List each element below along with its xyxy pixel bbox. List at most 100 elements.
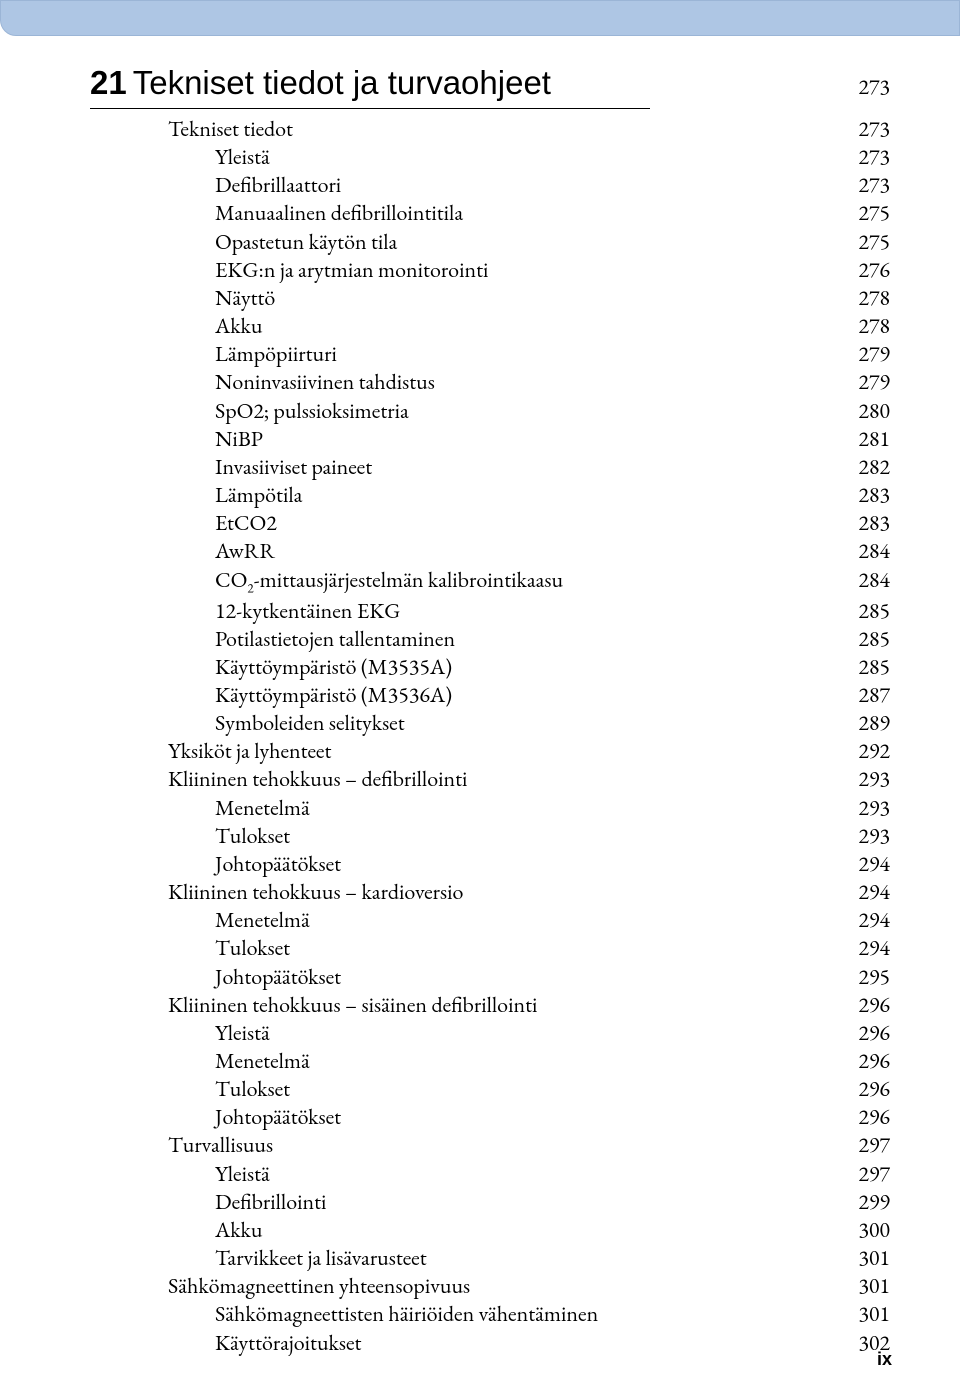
toc-entry-page: 296 xyxy=(858,1019,890,1047)
toc-entry-label: Käyttöympäristö (M3535A) xyxy=(90,653,452,681)
toc-entry: Tarvikkeet ja lisävarusteet301 xyxy=(90,1244,890,1272)
toc-entry-page: 284 xyxy=(858,537,890,565)
toc-entry-label: Sähkömagneettisten häiriöiden vähentämin… xyxy=(90,1300,598,1328)
toc-entry-page: 292 xyxy=(858,737,890,765)
toc-entry-label: Yleistä xyxy=(90,143,270,171)
heading-rule xyxy=(90,108,650,109)
toc-entry: Yleistä 297 xyxy=(90,1160,890,1188)
toc-entry-label: Menetelmä xyxy=(90,794,310,822)
toc-entry: Lämpötila283 xyxy=(90,481,890,509)
toc-entry-page: 275 xyxy=(858,228,890,256)
toc-entry: Johtopäätökset294 xyxy=(90,850,890,878)
toc-entry-page: 300 xyxy=(858,1216,890,1244)
toc-entry-label: Johtopäätökset xyxy=(90,963,341,991)
toc-entry-page: 296 xyxy=(858,1075,890,1103)
toc-entry-label: Käyttörajoitukset xyxy=(90,1329,361,1357)
toc-entry-page: 273 xyxy=(858,171,890,199)
chapter-title: Tekniset tiedot ja turvaohjeet xyxy=(133,64,853,102)
toc-entry-label: Symboleiden selitykset xyxy=(90,709,405,737)
toc-entry-label: EtCO2 xyxy=(90,509,277,537)
toc-entry-page: 296 xyxy=(858,1103,890,1131)
toc-entry-label: Lämpötila xyxy=(90,481,302,509)
toc-entry-page: 287 xyxy=(858,681,890,709)
toc-entry-page: 279 xyxy=(858,368,890,396)
toc-entry-label: Sähkömagneettinen yhteensopivuus xyxy=(90,1272,470,1300)
toc-entry: Kliininen tehokkuus – kardioversio 294 xyxy=(90,878,890,906)
toc-list: Tekniset tiedot273Yleistä273Defibrillaat… xyxy=(90,115,890,1357)
toc-entry: Kliininen tehokkuus – defibrillointi 293 xyxy=(90,765,890,793)
toc-entry-page: 284 xyxy=(858,566,890,594)
toc-entry-page: 294 xyxy=(858,906,890,934)
toc-entry-page: 294 xyxy=(858,878,890,906)
toc-entry-label: Kliininen tehokkuus – defibrillointi xyxy=(90,765,467,793)
toc-entry-label: Yleistä xyxy=(90,1019,270,1047)
toc-entry-label: Näyttö xyxy=(90,284,275,312)
toc-entry-label: Käyttöympäristö (M3536A) xyxy=(90,681,452,709)
toc-entry: Tulokset294 xyxy=(90,934,890,962)
toc-entry-label: Yksiköt ja lyhenteet xyxy=(90,737,331,765)
toc-entry-page: 301 xyxy=(858,1300,890,1328)
toc-entry-page: 299 xyxy=(858,1188,890,1216)
toc-entry: Näyttö 278 xyxy=(90,284,890,312)
toc-entry: Menetelmä294 xyxy=(90,906,890,934)
toc-entry: Defibrillaattori 273 xyxy=(90,171,890,199)
chapter-page: 273 xyxy=(858,72,890,101)
toc-entry-label: Tarvikkeet ja lisävarusteet xyxy=(90,1244,427,1272)
toc-entry: Akku 278 xyxy=(90,312,890,340)
toc-entry: CO2-mittausjärjestelmän kalibrointikaasu… xyxy=(90,566,890,597)
toc-entry: Lämpöpiirturi279 xyxy=(90,340,890,368)
toc-entry: Potilastietojen tallentaminen 285 xyxy=(90,625,890,653)
toc-entry-page: 285 xyxy=(858,625,890,653)
toc-entry-label: Kliininen tehokkuus – kardioversio xyxy=(90,878,463,906)
toc-entry: Opastetun käytön tila275 xyxy=(90,228,890,256)
toc-entry-label: Noninvasiivinen tahdistus xyxy=(90,368,435,396)
toc-entry-label: Akku xyxy=(90,312,262,340)
toc-entry-page: 297 xyxy=(858,1131,890,1159)
toc-entry: Sähkömagneettisten häiriöiden vähentämin… xyxy=(90,1300,890,1328)
toc-entry-label: SpO2; pulssioksimetria xyxy=(90,397,409,425)
toc-entry: Johtopäätökset 295 xyxy=(90,963,890,991)
toc-entry-page: 301 xyxy=(858,1272,890,1300)
toc-entry: 12-kytkentäinen EKG 285 xyxy=(90,597,890,625)
toc-entry-label: Johtopäätökset xyxy=(90,1103,341,1131)
toc-entry: EtCO2283 xyxy=(90,509,890,537)
toc-entry-label: Potilastietojen tallentaminen xyxy=(90,625,455,653)
toc-entry: Manuaalinen defibrillointitila275 xyxy=(90,199,890,227)
toc-entry: SpO2; pulssioksimetria280 xyxy=(90,397,890,425)
toc-entry: Invasiiviset paineet282 xyxy=(90,453,890,481)
toc-entry: Kliininen tehokkuus – sisäinen defibrill… xyxy=(90,991,890,1019)
toc-entry: NiBP281 xyxy=(90,425,890,453)
toc-entry-page: 296 xyxy=(858,1047,890,1075)
toc-entry-label: Defibrillointi xyxy=(90,1188,326,1216)
toc-entry-page: 293 xyxy=(858,765,890,793)
chapter-number: 21 xyxy=(90,64,127,102)
toc-entry-label: Manuaalinen defibrillointitila xyxy=(90,199,463,227)
toc-entry: Turvallisuus297 xyxy=(90,1131,890,1159)
toc-entry: Tulokset293 xyxy=(90,822,890,850)
toc-entry-label: Akku xyxy=(90,1216,262,1244)
toc-entry-page: 297 xyxy=(858,1160,890,1188)
toc-entry-label: Defibrillaattori xyxy=(90,171,341,199)
toc-entry-page: 278 xyxy=(858,312,890,340)
toc-entry-label: Invasiiviset paineet xyxy=(90,453,372,481)
toc-entry-label: Yleistä xyxy=(90,1160,270,1188)
toc-entry-label: 12-kytkentäinen EKG xyxy=(90,597,400,625)
toc-entry-page: 285 xyxy=(858,597,890,625)
toc-entry: Johtopäätökset 296 xyxy=(90,1103,890,1131)
toc-entry-label: Tulokset xyxy=(90,934,290,962)
toc-entry: Tulokset296 xyxy=(90,1075,890,1103)
toc-entry-label: EKG:n ja arytmian monitorointi xyxy=(90,256,488,284)
toc-entry-page: 295 xyxy=(858,963,890,991)
toc-entry-label: Johtopäätökset xyxy=(90,850,341,878)
toc-entry-page: 279 xyxy=(858,340,890,368)
toc-entry-page: 285 xyxy=(858,653,890,681)
toc-entry-label: Tekniset tiedot xyxy=(90,115,293,143)
toc-entry: Menetelmä293 xyxy=(90,794,890,822)
toc-entry-page: 278 xyxy=(858,284,890,312)
toc-entry: Sähkömagneettinen yhteensopivuus 301 xyxy=(90,1272,890,1300)
toc-entry: Käyttöympäristö (M3535A) 285 xyxy=(90,653,890,681)
chapter-heading: 21 Tekniset tiedot ja turvaohjeet 273 xyxy=(90,64,890,102)
toc-entry-label: AwRR xyxy=(90,537,275,565)
toc-entry: Akku 300 xyxy=(90,1216,890,1244)
toc-entry: Noninvasiivinen tahdistus 279 xyxy=(90,368,890,396)
